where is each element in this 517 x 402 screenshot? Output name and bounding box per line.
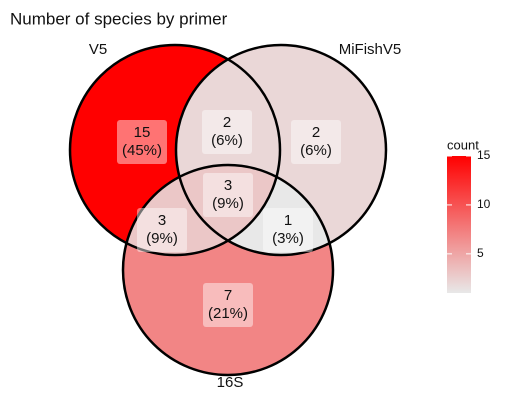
label-box — [291, 120, 341, 164]
color-tick-label: 15 — [477, 148, 491, 162]
region-count: 7 — [224, 287, 232, 304]
label-box — [203, 173, 253, 217]
region-percent: (6%) — [300, 142, 332, 159]
chart-title: Number of species by primer — [10, 9, 228, 28]
label-box — [117, 120, 167, 164]
region-percent: (9%) — [146, 230, 178, 247]
set-outline — [68, 43, 282, 257]
set-outline — [174, 43, 388, 257]
region-percent: (3%) — [272, 230, 304, 247]
label-box — [137, 208, 187, 252]
region-count: 3 — [224, 177, 232, 194]
color-tick-label: 10 — [477, 197, 491, 211]
legend-title: count — [447, 137, 479, 152]
region-percent: (9%) — [212, 195, 244, 212]
region-count: 1 — [284, 212, 292, 229]
region-percent: (21%) — [208, 305, 248, 322]
set-outline — [121, 163, 335, 377]
label-box — [202, 110, 252, 154]
region-count: 15 — [134, 124, 151, 141]
region-percent: (6%) — [211, 132, 243, 149]
set-label: 16S — [217, 374, 244, 391]
region-count: 3 — [158, 212, 166, 229]
set-label: MiFishV5 — [339, 41, 402, 58]
region-percent: (45%) — [122, 142, 162, 159]
label-box — [203, 283, 253, 327]
label-box — [263, 208, 313, 252]
set-label: V5 — [89, 41, 107, 58]
color-bar — [447, 156, 471, 293]
color-tick-label: 5 — [477, 246, 484, 260]
region-count: 2 — [312, 124, 320, 141]
region-count: 2 — [223, 114, 231, 131]
